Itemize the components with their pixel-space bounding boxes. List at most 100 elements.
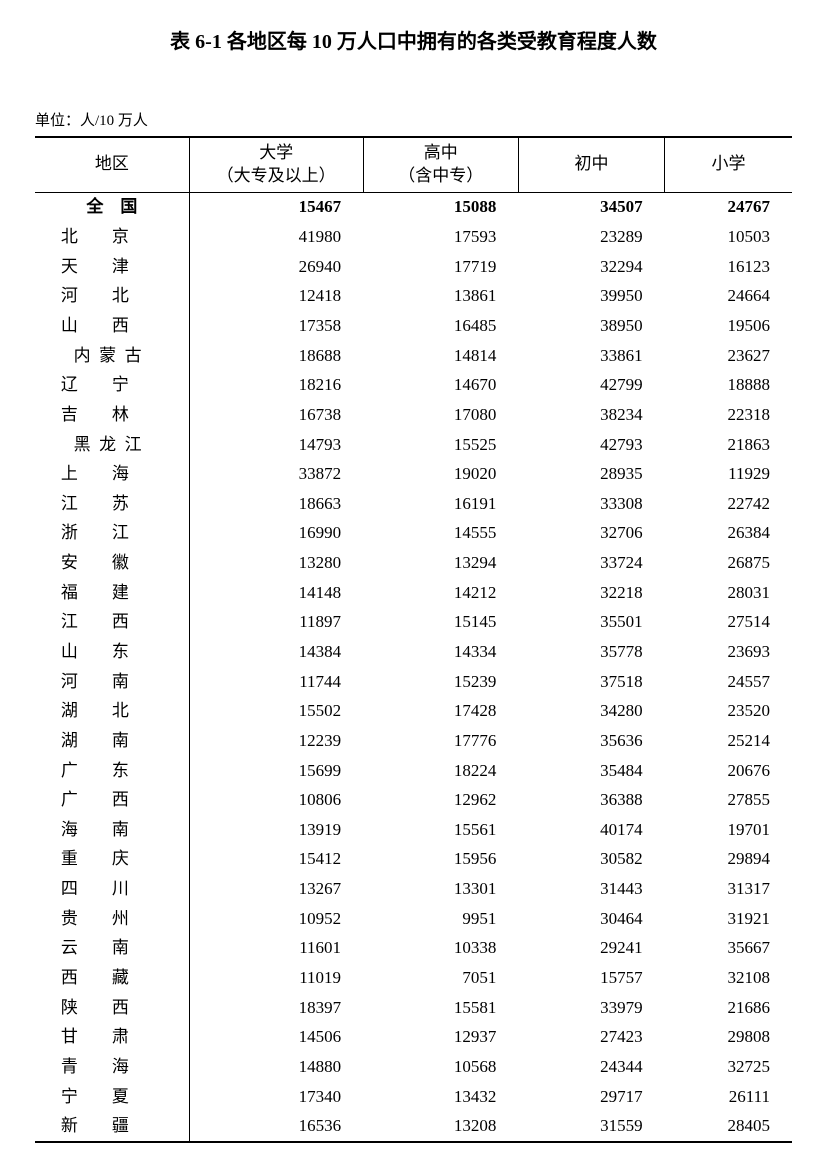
cell-j: 35484 xyxy=(518,756,664,786)
cell-u: 15502 xyxy=(189,697,363,727)
cell-region: 广西 xyxy=(35,786,189,816)
cell-j: 42793 xyxy=(518,430,664,460)
cell-p: 29894 xyxy=(665,845,792,875)
cell-j: 29241 xyxy=(518,934,664,964)
cell-u: 11019 xyxy=(189,964,363,994)
cell-p: 19701 xyxy=(665,815,792,845)
cell-p: 29808 xyxy=(665,1023,792,1053)
table-row: 全 国15467150883450724767 xyxy=(35,192,792,222)
cell-u: 16990 xyxy=(189,519,363,549)
cell-j: 30582 xyxy=(518,845,664,875)
table-row: 西藏1101970511575732108 xyxy=(35,964,792,994)
cell-u: 15412 xyxy=(189,845,363,875)
cell-u: 11744 xyxy=(189,667,363,697)
cell-j: 31559 xyxy=(518,1112,664,1143)
cell-j: 39950 xyxy=(518,282,664,312)
cell-h: 17080 xyxy=(363,400,518,430)
cell-j: 32706 xyxy=(518,519,664,549)
cell-h: 14212 xyxy=(363,578,518,608)
cell-p: 24767 xyxy=(665,192,792,222)
cell-u: 18397 xyxy=(189,993,363,1023)
col-primary: 小学 xyxy=(665,137,792,192)
cell-h: 12937 xyxy=(363,1023,518,1053)
table-row: 新疆16536132083155928405 xyxy=(35,1112,792,1143)
cell-p: 25214 xyxy=(665,726,792,756)
cell-h: 13301 xyxy=(363,875,518,905)
cell-h: 17593 xyxy=(363,223,518,253)
cell-j: 24344 xyxy=(518,1052,664,1082)
cell-region: 江苏 xyxy=(35,489,189,519)
cell-u: 14384 xyxy=(189,637,363,667)
cell-p: 11929 xyxy=(665,460,792,490)
cell-j: 23289 xyxy=(518,223,664,253)
table-row: 黑龙江14793155254279321863 xyxy=(35,430,792,460)
cell-h: 19020 xyxy=(363,460,518,490)
col-university: 大学 （大专及以上） xyxy=(189,137,363,192)
cell-j: 31443 xyxy=(518,875,664,905)
table-row: 江西11897151453550127514 xyxy=(35,608,792,638)
cell-region: 西藏 xyxy=(35,964,189,994)
col-region: 地区 xyxy=(35,137,189,192)
cell-h: 18224 xyxy=(363,756,518,786)
cell-j: 40174 xyxy=(518,815,664,845)
cell-region: 辽宁 xyxy=(35,371,189,401)
cell-j: 34507 xyxy=(518,192,664,222)
cell-p: 35667 xyxy=(665,934,792,964)
cell-region: 云南 xyxy=(35,934,189,964)
cell-p: 10503 xyxy=(665,223,792,253)
cell-j: 32218 xyxy=(518,578,664,608)
cell-h: 15145 xyxy=(363,608,518,638)
cell-region: 江西 xyxy=(35,608,189,638)
cell-p: 26384 xyxy=(665,519,792,549)
table-row: 辽宁18216146704279918888 xyxy=(35,371,792,401)
cell-p: 20676 xyxy=(665,756,792,786)
cell-region: 重庆 xyxy=(35,845,189,875)
cell-h: 15956 xyxy=(363,845,518,875)
cell-p: 18888 xyxy=(665,371,792,401)
cell-h: 13294 xyxy=(363,549,518,579)
cell-j: 35501 xyxy=(518,608,664,638)
cell-u: 33872 xyxy=(189,460,363,490)
cell-p: 31317 xyxy=(665,875,792,905)
cell-region: 山东 xyxy=(35,637,189,667)
cell-h: 14670 xyxy=(363,371,518,401)
col-university-l2: （大专及以上） xyxy=(217,166,336,185)
table-row: 山西17358164853895019506 xyxy=(35,311,792,341)
cell-j: 15757 xyxy=(518,964,664,994)
cell-h: 7051 xyxy=(363,964,518,994)
table-row: 云南11601103382924135667 xyxy=(35,934,792,964)
cell-h: 17776 xyxy=(363,726,518,756)
cell-j: 42799 xyxy=(518,371,664,401)
table-row: 浙江16990145553270626384 xyxy=(35,519,792,549)
cell-region: 河北 xyxy=(35,282,189,312)
cell-p: 27514 xyxy=(665,608,792,638)
cell-u: 14148 xyxy=(189,578,363,608)
cell-j: 28935 xyxy=(518,460,664,490)
cell-u: 13267 xyxy=(189,875,363,905)
table-row: 甘肃14506129372742329808 xyxy=(35,1023,792,1053)
table-row: 宁夏17340134322971726111 xyxy=(35,1082,792,1112)
cell-p: 19506 xyxy=(665,311,792,341)
cell-region: 甘肃 xyxy=(35,1023,189,1053)
cell-u: 17340 xyxy=(189,1082,363,1112)
cell-region: 天津 xyxy=(35,252,189,282)
unit-label: 单位：人/10 万人 xyxy=(35,109,792,130)
cell-h: 12962 xyxy=(363,786,518,816)
cell-p: 21686 xyxy=(665,993,792,1023)
cell-p: 16123 xyxy=(665,252,792,282)
table-row: 海南13919155614017419701 xyxy=(35,815,792,845)
cell-u: 17358 xyxy=(189,311,363,341)
cell-p: 24557 xyxy=(665,667,792,697)
cell-p: 23520 xyxy=(665,697,792,727)
cell-u: 18216 xyxy=(189,371,363,401)
cell-u: 13919 xyxy=(189,815,363,845)
cell-h: 13432 xyxy=(363,1082,518,1112)
header-row: 地区 大学 （大专及以上） 高中 （含中专） 初中 小学 xyxy=(35,137,792,192)
cell-j: 33308 xyxy=(518,489,664,519)
cell-u: 14506 xyxy=(189,1023,363,1053)
cell-p: 28031 xyxy=(665,578,792,608)
cell-j: 35636 xyxy=(518,726,664,756)
cell-j: 38950 xyxy=(518,311,664,341)
cell-region: 上海 xyxy=(35,460,189,490)
cell-u: 14793 xyxy=(189,430,363,460)
